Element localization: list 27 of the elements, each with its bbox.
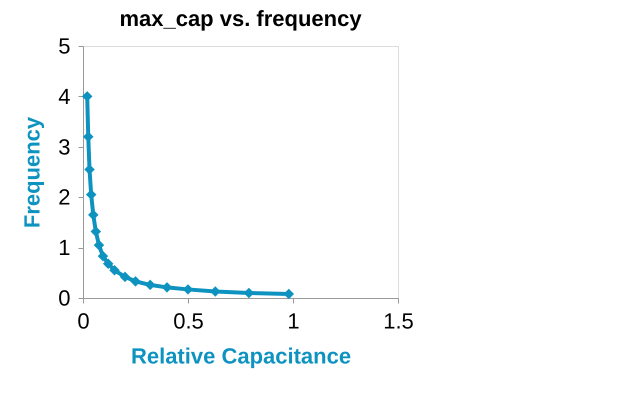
y-tick-label: 5: [58, 34, 70, 58]
x-axis-title: Relative Capacitance: [130, 344, 352, 368]
y-tick-label: 1: [58, 235, 70, 260]
point: [98, 250, 108, 262]
y-tick-label: 3: [58, 134, 70, 160]
point: [284, 288, 294, 300]
point: [130, 276, 141, 287]
y-tick-label: 0: [58, 286, 70, 310]
point: [144, 280, 156, 290]
x-tick-label: 0: [77, 308, 90, 334]
x-tick-label: 1.5: [383, 308, 414, 334]
y-tick-label: 4: [58, 84, 70, 109]
point: [182, 284, 194, 295]
y-tick-label: 2: [58, 184, 70, 210]
point: [84, 164, 95, 175]
point: [109, 265, 120, 276]
point: [86, 189, 96, 200]
point: [88, 210, 99, 220]
x-tick-label: 1: [287, 308, 300, 334]
point: [90, 226, 102, 237]
point: [102, 258, 114, 269]
point: [94, 240, 104, 250]
point: [162, 282, 172, 293]
point: [120, 272, 130, 282]
chart-title: max_cap vs. frequency: [119, 6, 362, 31]
y-axis-title: Frequency: [19, 116, 44, 228]
x-tick-label: 0.5: [173, 308, 204, 334]
